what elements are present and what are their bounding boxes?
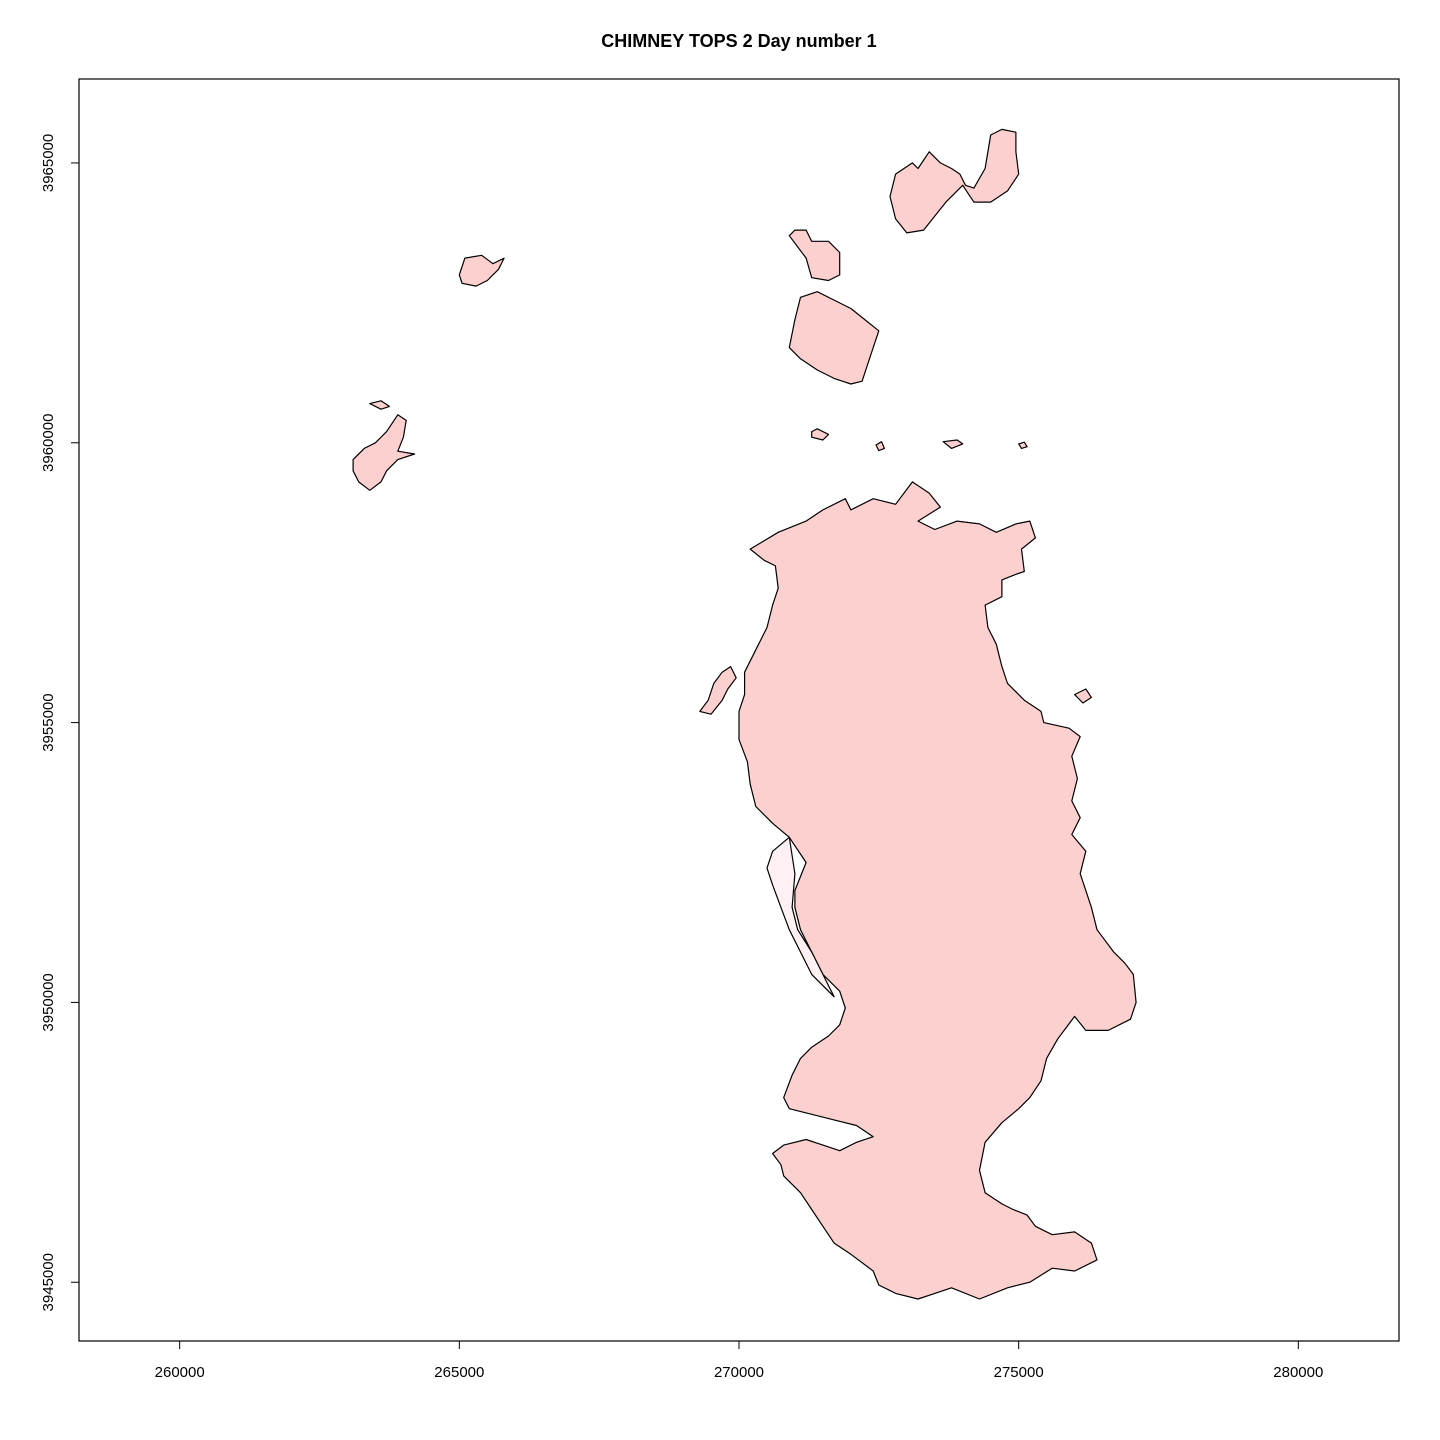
- y-tick-label: 3965000: [40, 134, 57, 192]
- polygon-chimney-tops-patch: [788, 291, 880, 385]
- polygon-north-islet-3: [1018, 441, 1028, 449]
- polygon-west-strip: [766, 836, 835, 998]
- chart-title: CHIMNEY TOPS 2 Day number 1: [601, 31, 876, 51]
- x-axis: 260000 265000 270000 275000 280000: [155, 1340, 1323, 1381]
- polygon-west-fringe-patch: [699, 665, 737, 715]
- y-axis: 3945000 3950000 3955000 3960000 3965000: [40, 134, 80, 1311]
- polygon-main-burn-area: [738, 481, 1137, 1300]
- polygon-north-islet-1: [875, 441, 886, 452]
- plot-area: [352, 128, 1137, 1300]
- polygon-chimney-tops-upper: [788, 229, 841, 282]
- polygon-north-islet-2: [942, 439, 964, 449]
- y-tick-label: 3960000: [40, 414, 57, 472]
- x-tick-label: 275000: [994, 1364, 1044, 1381]
- burn-perimeter-polygons: [352, 128, 1137, 1300]
- polygon-northwest-patch: [458, 254, 505, 287]
- y-tick-label: 3955000: [40, 693, 57, 751]
- polygon-east-fringe-patch: [1073, 688, 1093, 704]
- x-tick-label: 270000: [714, 1364, 764, 1381]
- polygon-northeast-patch: [889, 128, 1020, 234]
- x-tick-label: 260000: [155, 1364, 205, 1381]
- y-tick-label: 3945000: [40, 1253, 57, 1311]
- x-tick-label: 265000: [434, 1364, 484, 1381]
- x-tick-label: 280000: [1273, 1364, 1323, 1381]
- polygon-far-west-patch: [352, 414, 416, 491]
- polygon-north-tail: [811, 428, 830, 441]
- y-tick-label: 3950000: [40, 973, 57, 1031]
- polygon-far-west-islet: [369, 400, 390, 410]
